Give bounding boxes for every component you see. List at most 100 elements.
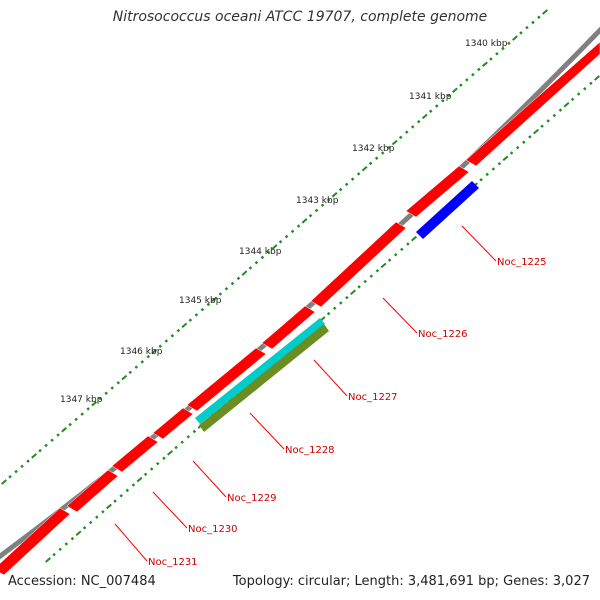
outer-tick-50 [301,218,308,224]
outer-tick-82 [495,52,499,56]
outer-tick-16 [98,396,102,401]
label-noc-1229[interactable]: Noc_1229 [227,493,277,504]
outer-tick-49 [296,224,301,228]
outer-tick-85 [512,35,518,41]
outer-tick-88 [531,20,535,25]
outer-tick-80 [481,61,488,67]
gene-noc-1225-gene[interactable] [405,165,470,218]
outer-tick-46 [278,240,283,244]
inner-tick-21 [174,445,178,450]
outer-tick-64 [386,146,391,150]
outer-tick-15 [91,400,98,407]
outer-tick-31 [188,318,193,322]
outer-tick-84 [507,41,511,46]
inner-tick-51 [357,285,361,289]
outer-tick-25 [151,348,158,355]
inner-tick-2 [58,547,62,552]
inner-tick-77 [515,145,520,150]
inner-tick-16 [143,472,148,477]
outer-tick-9 [56,433,60,437]
inner-tick-53 [369,274,374,278]
track-noc-1227[interactable] [195,318,325,424]
outer-tick-23 [140,360,145,364]
inner-tick-13 [125,488,130,493]
label-noc-1227[interactable]: Noc_1227 [348,392,398,403]
inner-tick-60 [411,235,417,242]
gene-noc-1231[interactable] [0,507,71,576]
gene-labels: Noc_1225 Noc_1226 Noc_1227 Noc_1228 Noc_… [148,257,547,568]
outer-tick-81 [489,57,493,61]
outer-tick-24 [146,354,151,359]
ruler-label-1346: 1346 kbp [120,347,163,357]
ruler-label-1344: 1344 kbp [239,247,282,257]
outer-tick-79 [477,67,481,72]
gene-noc-1226-a[interactable] [261,305,316,350]
gene-upstream[interactable] [465,41,600,167]
inner-tick-8 [95,515,99,519]
gene-noc-1230[interactable] [66,469,119,513]
outer-tick-54 [326,198,331,202]
outer-tick-83 [501,46,505,51]
inner-tick-48 [339,301,343,305]
outer-tick-53 [320,203,325,207]
inner-tick-78 [522,140,526,145]
outer-tick-55 [331,192,338,198]
accession-text: Accession: NC_007484 [8,574,156,589]
outer-tick-28 [170,334,175,338]
label-noc-1225[interactable]: Noc_1225 [497,257,547,268]
gene-noc-1227[interactable] [186,347,267,412]
outer-tick-60 [361,165,368,172]
gene-noc-1228-gene[interactable] [152,407,194,440]
outer-tick-2 [14,469,18,474]
label-noc-1230[interactable]: Noc_1230 [188,524,238,535]
inner-tick-83 [552,113,557,118]
outer-tick-32 [194,313,199,317]
outer-tick-5 [31,453,37,459]
inner-tick-12 [119,493,123,498]
outer-tick-75 [451,87,458,94]
outer-tick-90 [542,9,548,15]
ruler-label-1343: 1343 kbp [296,196,339,206]
outer-tick-56 [338,187,343,192]
outer-tick-78 [471,72,475,77]
gene-noc-1226-b[interactable] [310,221,407,308]
inner-tick-81 [540,124,544,128]
outer-tick-22 [134,365,139,369]
inner-tick-85 [563,102,570,108]
leader-noc-1231 [114,523,148,562]
outer-tick-66 [398,135,403,140]
inner-tick-75 [502,155,509,162]
inner-tick-22 [180,440,184,444]
label-noc-1226[interactable]: Noc_1226 [418,329,468,340]
inner-tick-24 [192,429,197,434]
inner-tick-55 [380,262,387,269]
inner-tick-59 [406,242,410,246]
inner-tick-57 [393,252,398,257]
outer-tick-18 [110,386,114,390]
gene-noc-1229[interactable] [111,435,159,473]
outer-tick-33 [200,307,205,312]
inner-tick-5 [75,530,82,536]
track-noc-1225[interactable] [416,181,479,239]
outer-tick-7 [44,443,48,448]
inner-tick-19 [162,456,166,461]
leader-noc-1225 [461,225,497,262]
inner-tick-80 [533,128,539,135]
ruler-label-1341: 1341 kbp [409,92,452,102]
outer-tick-74 [447,93,451,98]
track-noc-1228[interactable] [199,324,329,432]
outer-tick-44 [266,250,271,254]
label-noc-1228[interactable]: Noc_1228 [285,445,335,456]
outer-tick-1 [8,475,12,479]
label-noc-1231[interactable]: Noc_1231 [148,557,198,568]
outer-tick-13 [80,412,84,416]
inner-tick-73 [491,167,496,171]
outer-tick-62 [374,156,379,160]
ruler-label-1340: 1340 kbp [465,39,508,49]
outer-tick-8 [50,438,54,442]
outer-tick-26 [158,344,163,348]
outer-tick-59 [356,172,361,176]
inner-tick-49 [345,295,349,300]
inner-tick-72 [485,172,489,177]
outer-tick-47 [284,234,289,239]
